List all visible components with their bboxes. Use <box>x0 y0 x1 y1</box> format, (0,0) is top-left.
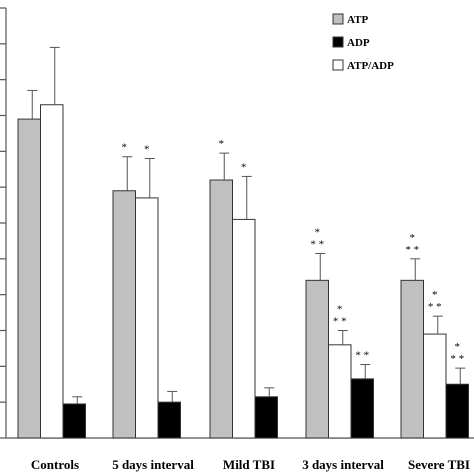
bar-atp-adp <box>135 197 159 439</box>
bar-atp <box>17 118 41 439</box>
legend-label: ADP <box>347 37 370 49</box>
bar-atp-adp <box>328 344 352 439</box>
significance-marker: * <box>337 304 343 316</box>
legend-swatch <box>332 36 344 48</box>
bar-atp <box>305 279 329 439</box>
significance-marker: * <box>122 142 128 154</box>
bar-atp-adp <box>232 218 256 439</box>
significance-marker: * * <box>310 238 324 250</box>
significance-marker: * <box>455 341 461 353</box>
bar-atp-adp <box>423 333 447 439</box>
legend-label: ATP/ADP <box>347 60 394 72</box>
x-tick-label: 3 days interval <box>302 457 384 472</box>
x-tick-labels: Controls 5 days interval Mild TBI 3 days in… <box>31 457 470 472</box>
x-tick-label: 5 days interval <box>112 457 194 472</box>
x-tick-label: Severe TBI <box>408 457 470 472</box>
significance-marker: * <box>315 226 321 238</box>
significance-marker: * * <box>355 350 369 362</box>
bar-atp <box>112 190 136 439</box>
legend-swatch <box>332 13 344 25</box>
significance-marker: * * <box>405 244 419 256</box>
bar-adp <box>445 383 469 439</box>
x-tick-label: Mild TBI <box>223 457 275 472</box>
significance-marker: * <box>219 138 225 150</box>
bar-atp <box>400 279 424 439</box>
chart-bars: * * **** *** ** *** *** *** * <box>17 46 469 439</box>
legend-swatch <box>332 59 344 71</box>
chart-legend: ATP ADP ATP/ADP <box>332 13 394 72</box>
bar-atp-adp <box>40 104 64 439</box>
significance-marker: * * <box>450 353 464 365</box>
bar-adp <box>62 403 86 439</box>
significance-marker: * <box>410 232 416 244</box>
bar-adp <box>157 401 181 439</box>
bar-adp <box>350 378 374 439</box>
bar-adp <box>254 396 278 439</box>
significance-marker: * <box>144 144 150 156</box>
significance-marker: * <box>241 161 247 173</box>
bar-atp <box>209 179 233 439</box>
legend-label: ATP <box>347 14 368 26</box>
significance-marker: * <box>432 289 438 301</box>
significance-marker: * * <box>428 301 442 313</box>
significance-marker: * * <box>333 316 347 328</box>
x-tick-label: Controls <box>31 457 79 472</box>
